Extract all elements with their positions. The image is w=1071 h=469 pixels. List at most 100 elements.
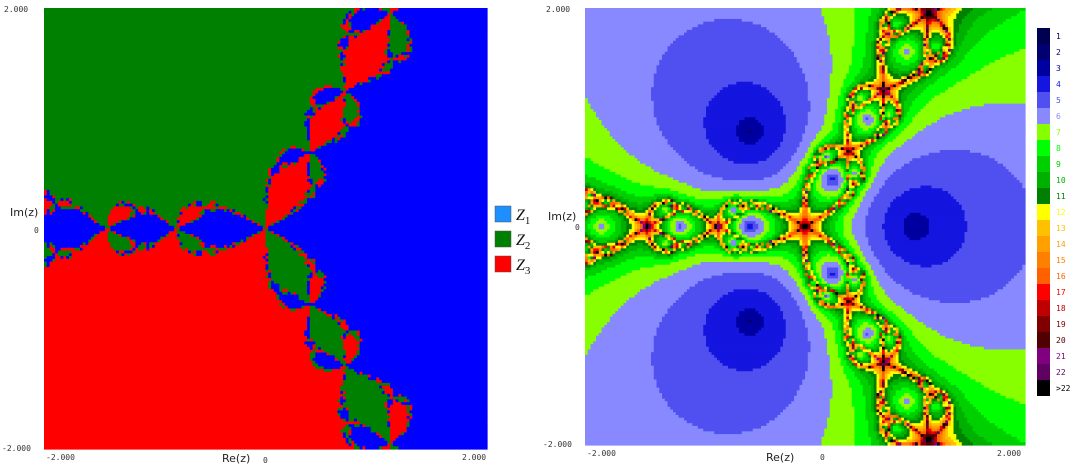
pixel-run	[695, 229, 702, 233]
pixel-run	[876, 117, 880, 121]
pixel-run	[585, 70, 658, 75]
pixel-run	[843, 180, 847, 184]
pixel-run	[882, 38, 886, 42]
pixel-run	[406, 404, 411, 409]
pixel-run	[659, 212, 669, 217]
pixel-run	[851, 174, 858, 178]
pixel-run	[717, 234, 721, 239]
pixel-run	[849, 84, 856, 88]
pixel-run	[587, 201, 592, 206]
pixel-run	[384, 388, 394, 392]
pixel-run	[807, 212, 812, 217]
pixel-run	[796, 147, 809, 151]
pixel-run	[937, 65, 946, 69]
pixel-run	[917, 95, 935, 99]
pixel-run	[295, 162, 308, 166]
pixel-run	[818, 130, 831, 135]
pixel-run	[879, 114, 883, 118]
pixel-run	[730, 199, 735, 203]
pixel-run	[722, 245, 726, 249]
pixel-run	[912, 158, 996, 162]
pixel-run	[761, 231, 768, 236]
pixel-run	[832, 218, 839, 222]
pixel-run	[282, 151, 286, 155]
pixel-run	[739, 215, 743, 219]
pixel-run	[840, 89, 847, 94]
pixel-run	[785, 122, 809, 127]
pixel-run	[950, 68, 982, 72]
pixel-run	[55, 195, 267, 199]
pixel-run	[343, 52, 386, 56]
pixel-run	[585, 160, 594, 165]
pixel-run	[618, 141, 669, 146]
pixel-run	[359, 121, 488, 125]
pixel-run	[838, 242, 842, 247]
pixel-run	[304, 330, 311, 334]
pixel-run	[945, 13, 952, 17]
pixel-run	[118, 234, 123, 238]
pixel-run	[215, 247, 220, 252]
pixel-run	[906, 84, 911, 88]
pixel-run	[309, 286, 322, 290]
pixel-run	[862, 76, 872, 80]
pixel-run	[265, 217, 283, 221]
pixel-run	[44, 366, 316, 370]
pixel-run	[813, 223, 817, 228]
pixel-run	[587, 231, 592, 236]
pixel-run	[387, 52, 394, 56]
pixel-run	[295, 247, 303, 252]
pixel-run	[44, 358, 311, 362]
pixel-run	[157, 214, 161, 219]
pixel-run	[711, 221, 715, 225]
pixel-run	[810, 185, 814, 189]
pixel-run	[860, 169, 864, 173]
pixel-run	[884, 109, 889, 113]
pixel-run	[835, 152, 839, 157]
pixel-run	[851, 259, 856, 263]
pixel-run	[307, 327, 311, 332]
pixel-run	[818, 190, 842, 195]
pixel-run	[827, 106, 839, 110]
pixel-run	[904, 119, 913, 124]
pixel-run	[695, 237, 699, 241]
pixel-run	[849, 98, 856, 102]
pixel-run	[846, 204, 853, 208]
pixel-run	[950, 13, 957, 17]
pixel-run	[942, 38, 946, 42]
pixel-run	[135, 211, 142, 216]
pixel-run	[686, 218, 693, 222]
pixel-run	[312, 181, 316, 185]
pixel-run	[741, 204, 746, 208]
pixel-run	[190, 234, 195, 238]
pixel-run	[876, 40, 880, 45]
pixel-run	[843, 103, 847, 107]
pixel-run	[890, 89, 894, 94]
pixel-run	[276, 156, 280, 161]
pixel-run	[379, 19, 383, 23]
pixel-run	[706, 106, 784, 110]
pixel-run	[857, 81, 861, 86]
pixel-run	[390, 13, 394, 17]
pixel-run	[846, 106, 850, 110]
pixel-run	[964, 16, 979, 20]
pixel-run	[356, 338, 361, 343]
pixel-run	[340, 24, 350, 28]
pixel-run	[854, 125, 861, 129]
pixel-run	[232, 242, 236, 246]
pixel-run	[356, 349, 361, 354]
pixel-run	[320, 286, 325, 290]
pixel-run	[107, 239, 131, 243]
pixel-run	[772, 242, 776, 247]
pixel-run	[829, 212, 834, 217]
pixel-run	[827, 245, 834, 249]
pixel-run	[871, 204, 891, 208]
pixel-run	[232, 245, 236, 249]
pixel-run	[953, 40, 957, 45]
pixel-run	[923, 106, 971, 110]
pixel-run	[876, 76, 880, 80]
pixel-run	[953, 29, 960, 34]
pixel-run	[744, 237, 748, 241]
pixel-run	[876, 103, 880, 107]
pixel-run	[876, 256, 902, 260]
pixel-run	[725, 218, 729, 222]
